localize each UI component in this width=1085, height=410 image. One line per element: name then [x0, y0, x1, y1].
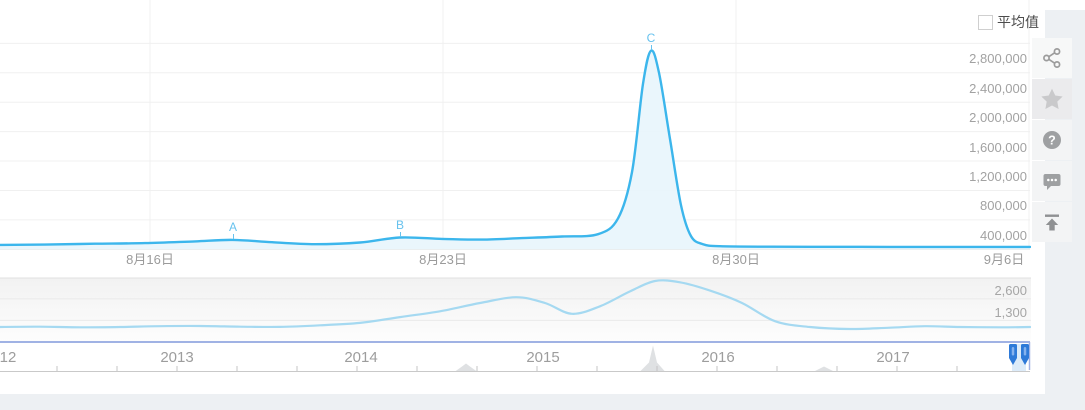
navigator-timeline[interactable] [0, 341, 1031, 372]
favorite-button[interactable] [1032, 79, 1072, 119]
share-icon [1043, 48, 1061, 68]
average-checkbox-label[interactable]: 平均值 [997, 14, 1039, 30]
comment-icon [1043, 174, 1061, 190]
navigator-handle-right[interactable] [1021, 344, 1029, 365]
svg-text:?: ? [1048, 133, 1056, 147]
share-button[interactable] [1032, 38, 1072, 78]
star-icon [1041, 88, 1063, 109]
average-checkbox[interactable] [978, 15, 993, 30]
page-background-bottom [0, 394, 1085, 410]
back-to-top-button[interactable] [1032, 202, 1072, 242]
back-to-top-icon [1045, 214, 1059, 231]
help-button[interactable]: ? [1032, 120, 1072, 160]
secondary-chart [0, 277, 1031, 342]
side-toolbar: ? [1032, 38, 1072, 243]
main-chart-series [0, 49, 1031, 250]
question-icon: ? [1043, 131, 1061, 149]
main-chart-gridlines [0, 0, 1030, 250]
navigator-handle-left[interactable] [1009, 344, 1017, 365]
chart-canvas[interactable] [0, 0, 1031, 394]
feedback-button[interactable] [1032, 161, 1072, 201]
